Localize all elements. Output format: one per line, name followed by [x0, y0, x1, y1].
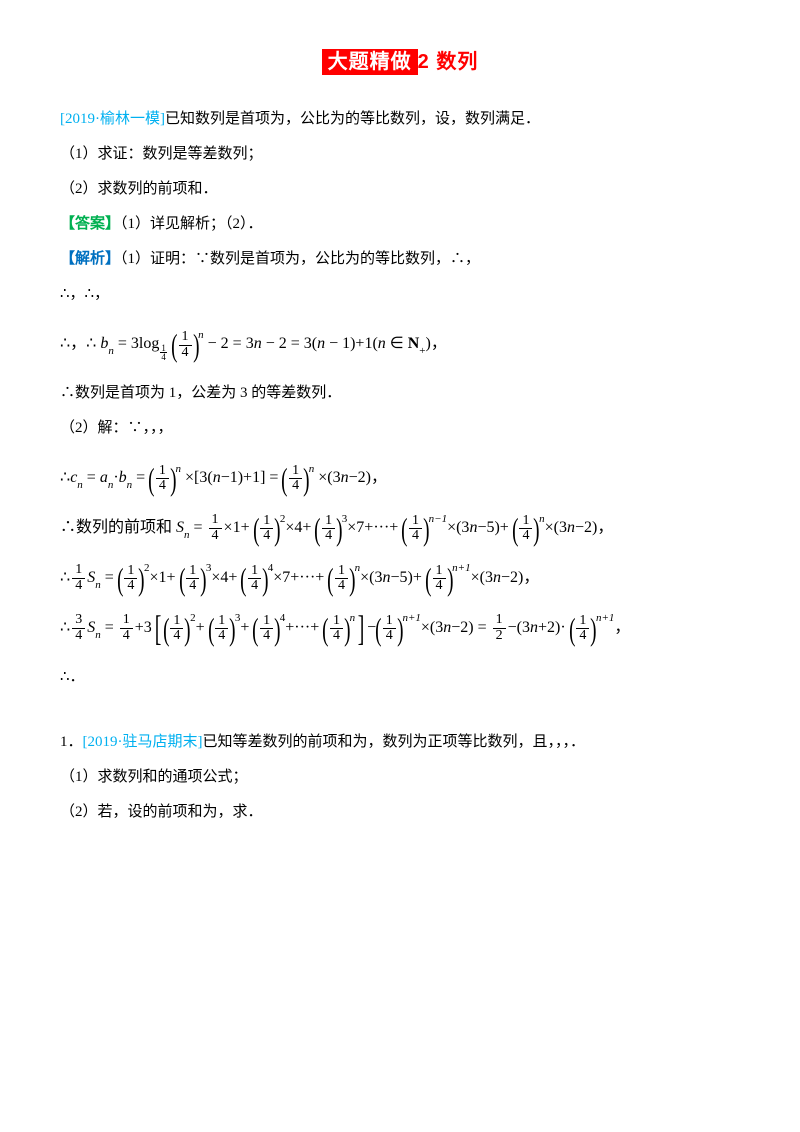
- q2-part1: （1）求数列和的通项公式；: [60, 760, 740, 795]
- line-conc: ∴数列是首项为 1，公差为 3 的等差数列．: [60, 376, 740, 411]
- title-hl: 大题精做: [322, 49, 418, 75]
- q1-answer: 【答案】（1）详见解析；（2）．: [60, 207, 740, 242]
- q1-part2: （2）求数列的前项和．: [60, 172, 740, 207]
- q2-stem-text: 已知等差数列的前项和为，数列为正项等比数列，且，，，．: [203, 734, 586, 750]
- eq-bn: ∴，∴ bn = 3log14 (14)n − 2 = 3n − 2 = 3(n…: [60, 326, 740, 362]
- q1-p2-head: （2）解：∵，，，: [60, 411, 740, 446]
- q2-stem: 1．[2019·驻马店期末]已知等差数列的前项和为，数列为正项等比数列，且，，，…: [60, 725, 740, 760]
- q2-num: 1．: [60, 734, 83, 750]
- q1-part1: （1）求证：数列是等差数列；: [60, 137, 740, 172]
- q1-stem: [2019·榆林一模]已知数列是首项为，公比为的等比数列，设，数列满足．: [60, 102, 740, 137]
- page-title: 大题精做2 数列: [60, 40, 740, 84]
- q1-stem-text: 已知数列是首项为，公比为的等比数列，设，数列满足．: [165, 111, 540, 127]
- q1-tail: ∴．: [60, 660, 740, 695]
- eq-sn: ∴数列的前项和 Sn = 14×1+ (14)2×4+ (14)3×7+···+…: [60, 510, 740, 546]
- q1-analysis: 【解析】（1）证明：∵数列是首项为，公比为的等比数列，∴，: [60, 242, 740, 277]
- title-rest: 2 数列: [418, 51, 479, 73]
- q2-part2: （2）若，设的前项和为，求．: [60, 795, 740, 830]
- q1-source: [2019·榆林一模]: [60, 111, 165, 127]
- answer-label: 【答案】: [60, 216, 120, 232]
- q2-source: [2019·驻马店期末]: [83, 734, 203, 750]
- eq-cn: ∴cn = an·bn = (14)n ×[3(n−1)+1] = (14)n …: [60, 460, 740, 496]
- analysis-text: （1）证明：∵数列是首项为，公比为的等比数列，∴，: [120, 251, 480, 267]
- analysis-label: 【解析】: [60, 251, 120, 267]
- eq-diff: ∴34Sn = 14+3 [ (14)2+ (14)3+ (14)4+···+ …: [60, 610, 740, 646]
- answer-text: （1）详见解析；（2）．: [120, 216, 263, 232]
- line-a: ∴，∴，: [60, 277, 740, 312]
- section-gap: [60, 695, 740, 725]
- eq-qsn: ∴14Sn = (14)2×1+ (14)3×4+ (14)4×7+···+ (…: [60, 560, 740, 596]
